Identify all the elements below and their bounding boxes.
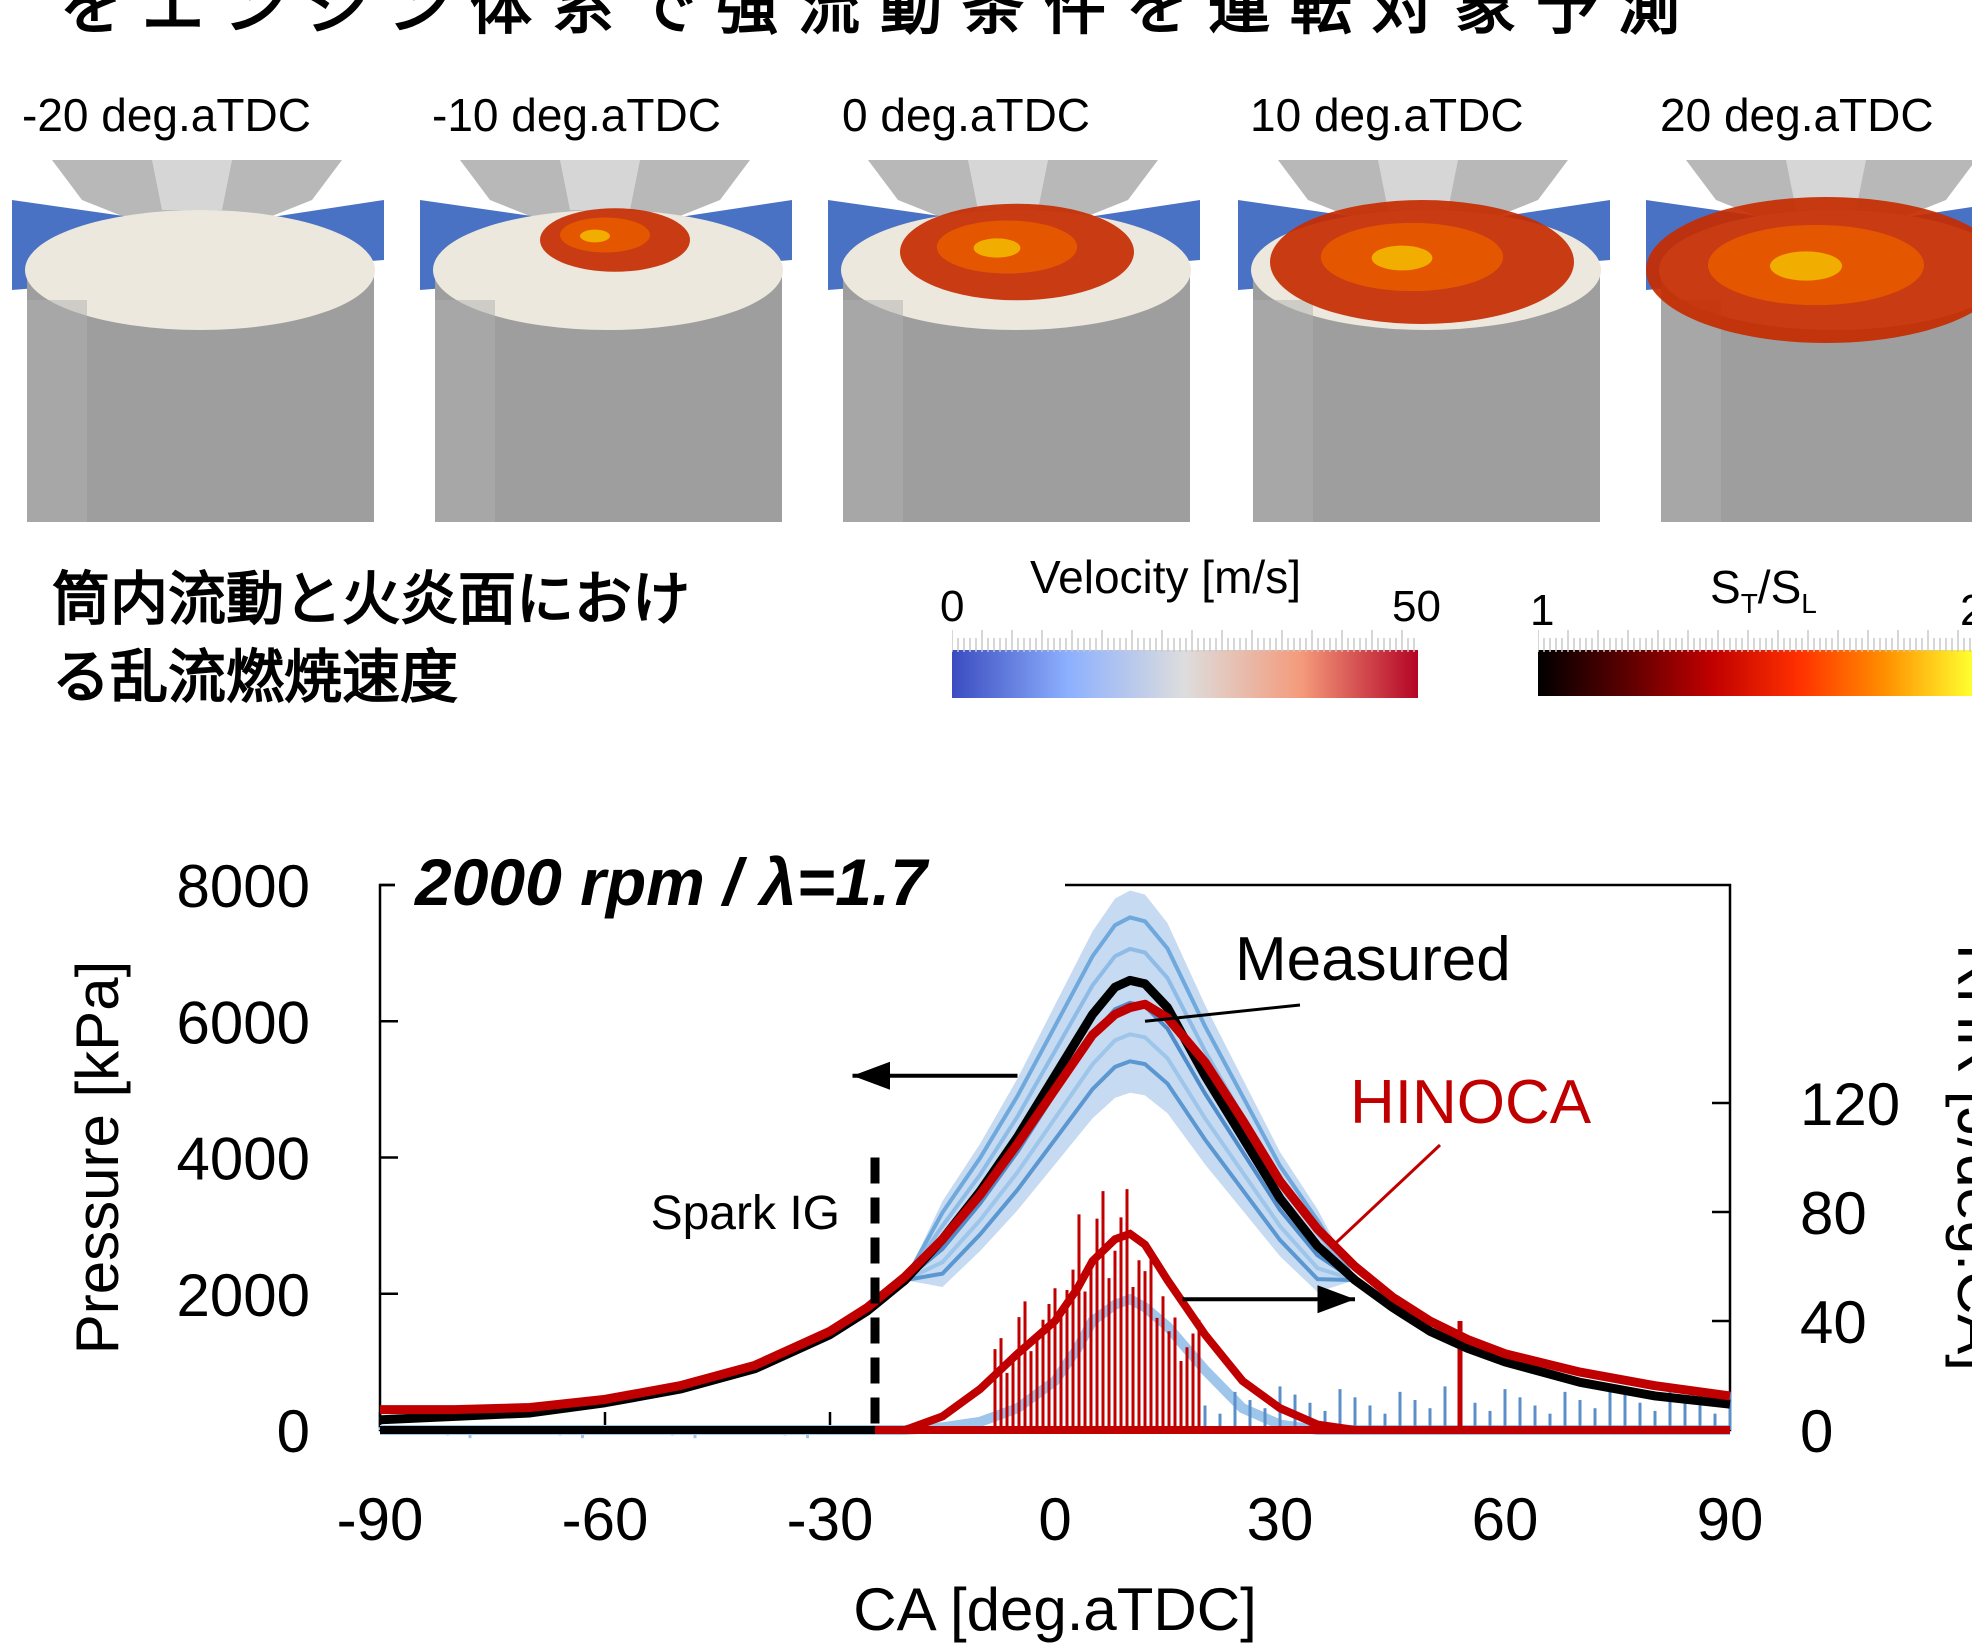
pressure-hinoca-line	[380, 999, 1731, 1415]
x-tick-label: -30	[787, 1486, 874, 1553]
caption-line: る乱流燃焼速度	[52, 643, 459, 711]
st-subscript: T	[1740, 588, 1758, 620]
cylinder-render-frame	[12, 160, 384, 522]
right-axis-arrowhead	[1317, 1285, 1355, 1314]
sl-subscript: L	[1801, 588, 1817, 620]
y-right-tick-label: 0	[1800, 1398, 1833, 1465]
frame-label: 0 deg.aTDC	[842, 89, 1091, 141]
colorbar-min: 1	[1530, 586, 1555, 635]
chart-content: 0 2000 4000 6000 8000 0 40 80 120 -90 -60 -30 0 30 60 9…	[64, 845, 1972, 1643]
y-right-tick-label: 40	[1800, 1289, 1867, 1356]
left-axis-arrowhead	[852, 1061, 890, 1090]
frame-label: 10 deg.aTDC	[1250, 89, 1524, 141]
x-tick-label: -60	[562, 1486, 649, 1553]
hinoca-leader-line	[1331, 1143, 1442, 1248]
y-left-tick-label: 0	[277, 1398, 310, 1465]
y-right-axis-label: RHR [J/deg.CA]	[1945, 944, 1972, 1371]
flame-hotspot	[973, 238, 1021, 258]
intake-port	[152, 160, 232, 210]
measured-leader-line	[1144, 1003, 1301, 1023]
frame-label: 20 deg.aTDC	[1660, 89, 1934, 141]
colorbar-ticks	[1538, 630, 1971, 652]
page-title-cropped: をエンジン体系で強流動条件を運転対象予測	[60, 0, 1701, 43]
y-left-tick-label: 2000	[177, 1262, 310, 1329]
cylinder-shade	[1661, 300, 1721, 522]
colorbar-min: 0	[940, 582, 965, 631]
frame-label: -20 deg.aTDC	[22, 89, 311, 141]
hinoca-label: HINOCA	[1350, 1068, 1592, 1137]
colorbar-gradient	[1538, 650, 1972, 696]
y-left-tick-label: 4000	[177, 1126, 310, 1193]
cylinder-body	[1253, 270, 1600, 522]
x-tick-label: 30	[1247, 1486, 1314, 1553]
title-backdrop	[395, 845, 1065, 925]
colorbar-title: Velocity [m/s]	[1030, 551, 1301, 603]
intake-port	[560, 160, 640, 210]
cylinder-body	[27, 270, 374, 522]
colorbar-max: 50	[1392, 582, 1441, 631]
sl-symbol: /S	[1757, 561, 1802, 613]
pressure-rhr-chart: 0 2000 4000 6000 8000 0 40 80 120 -90 -60 -30 0 30 60 9…	[64, 845, 1972, 1643]
cylinder-render-frame	[1238, 160, 1610, 522]
x-tick-label: -90	[337, 1486, 424, 1553]
cycle-variation-band	[380, 890, 1730, 1420]
y-right-tick-label: 120	[1800, 1071, 1900, 1138]
rhr-hinoca-line	[380, 1229, 1730, 1434]
cylinder-body	[435, 270, 782, 522]
cylinder-shade	[435, 300, 495, 522]
figure-caption: 筒内流動と火炎面におけ る乱流燃焼速度	[52, 560, 772, 716]
flame-hotspot	[1770, 251, 1842, 281]
x-axis-label: CA [deg.aTDC]	[853, 1576, 1257, 1643]
cylinder-body	[843, 270, 1190, 522]
x-tick-label: 60	[1472, 1486, 1539, 1553]
intake-port	[1378, 160, 1458, 210]
y-left-tick-label: 6000	[177, 989, 310, 1056]
cylinder-render-frame	[828, 160, 1200, 522]
cylinder-shade	[843, 300, 903, 522]
flame-hotspot	[580, 229, 610, 243]
piston-top	[25, 210, 375, 330]
y-left-axis-label: Pressure [kPa]	[64, 961, 131, 1355]
cylinder-shade	[27, 300, 87, 522]
x-tick-label: 0	[1038, 1486, 1071, 1553]
cylinder-render-frame	[1646, 160, 1972, 522]
spark-ignition-label: Spark IG	[651, 1187, 840, 1240]
chart-title: 2000 rpm / λ=1.7	[413, 845, 930, 919]
colorbar-ticks	[952, 630, 1415, 652]
measured-label: Measured	[1235, 925, 1511, 994]
caption-line: 筒内流動と火炎面におけ	[52, 565, 691, 633]
intake-port	[968, 160, 1048, 210]
colorbar-title: ST/SL	[1710, 560, 1817, 620]
cylinder-render-frame	[420, 160, 792, 522]
y-left-tick-label: 8000	[177, 853, 310, 920]
st-symbol: S	[1710, 561, 1741, 613]
flame-hotspot	[1371, 245, 1433, 271]
x-tick-label: 90	[1697, 1486, 1764, 1553]
cylinder-shade	[1253, 300, 1313, 522]
y-right-tick-label: 80	[1800, 1180, 1867, 1247]
frame-label: -10 deg.aTDC	[432, 89, 721, 141]
colorbar-gradient	[952, 650, 1418, 698]
colorbar-max: 2	[1960, 586, 1972, 636]
